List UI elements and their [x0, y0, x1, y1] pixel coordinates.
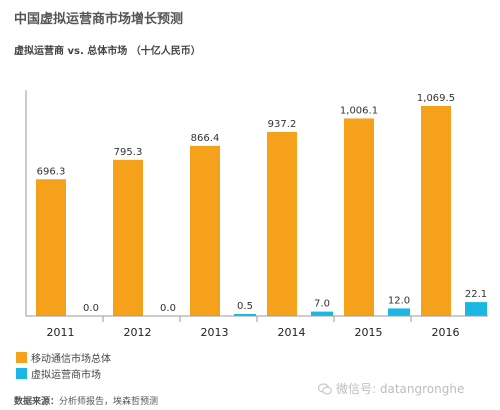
- x-tick-label-2016: 2016: [432, 326, 460, 339]
- source-label: 数据来源：: [14, 397, 60, 407]
- legend-label-mvno: 虚拟运营商市场: [31, 370, 101, 381]
- legend-item-mvno: 虚拟运营商市场: [16, 366, 101, 381]
- bar-total-2012: [113, 159, 143, 316]
- bar-label-mvno-2012: 0.0: [160, 303, 176, 314]
- legend-swatch-mvno: [16, 368, 27, 379]
- bar-label-mvno-2016: 22.1: [465, 289, 487, 300]
- watermark-text: 微信号: datangronghe: [336, 382, 465, 396]
- bar-total-2011: [36, 179, 66, 316]
- bar-total-2013: [190, 145, 220, 316]
- bar-total-2014: [267, 131, 297, 316]
- source-note: 数据来源：分析师报告，埃森哲预测: [14, 394, 158, 407]
- x-tick-label-2015: 2015: [355, 326, 383, 339]
- bar-label-mvno-2014: 7.0: [314, 299, 330, 310]
- legend-label-total: 移动通信市场总体: [31, 354, 111, 365]
- x-tick-label-2012: 2012: [124, 326, 152, 339]
- bar-label-total-2013: 866.4: [191, 133, 220, 144]
- chart-title: 中国虚拟运营商市场增长预测: [14, 12, 184, 27]
- bar-label-total-2011: 696.3: [37, 166, 66, 177]
- wechat-icon: [318, 382, 332, 395]
- chart-subtitle: 虚拟运营商 vs. 总体市场 （十亿人民币）: [14, 46, 201, 57]
- x-tick-label-2011: 2011: [47, 326, 75, 339]
- bar-label-mvno-2015: 12.0: [388, 295, 410, 306]
- bar-mvno-2016: [465, 302, 487, 316]
- bar-label-mvno-2011: 0.0: [83, 303, 99, 314]
- bar-label-total-2014: 937.2: [268, 119, 297, 130]
- x-tick-label-2014: 2014: [278, 326, 306, 339]
- bar-mvno-2014: [311, 311, 333, 316]
- bar-mvno-2015: [388, 308, 410, 316]
- legend-item-total: 移动通信市场总体: [16, 350, 111, 365]
- bar-total-2015: [344, 118, 374, 317]
- bar-label-mvno-2013: 0.5: [237, 301, 253, 312]
- bar-label-total-2016: 1,069.5: [417, 93, 455, 104]
- source-text: 分析师报告，埃森哲预测: [59, 397, 159, 407]
- x-tick-label-2013: 2013: [201, 326, 229, 339]
- bar-label-total-2012: 795.3: [114, 147, 143, 158]
- bar-mvno-2013: [234, 314, 256, 316]
- watermark: 微信号: datangronghe: [318, 380, 464, 397]
- legend-swatch-total: [16, 352, 27, 363]
- bar-total-2016: [421, 105, 451, 316]
- bar-label-total-2015: 1,006.1: [340, 105, 378, 116]
